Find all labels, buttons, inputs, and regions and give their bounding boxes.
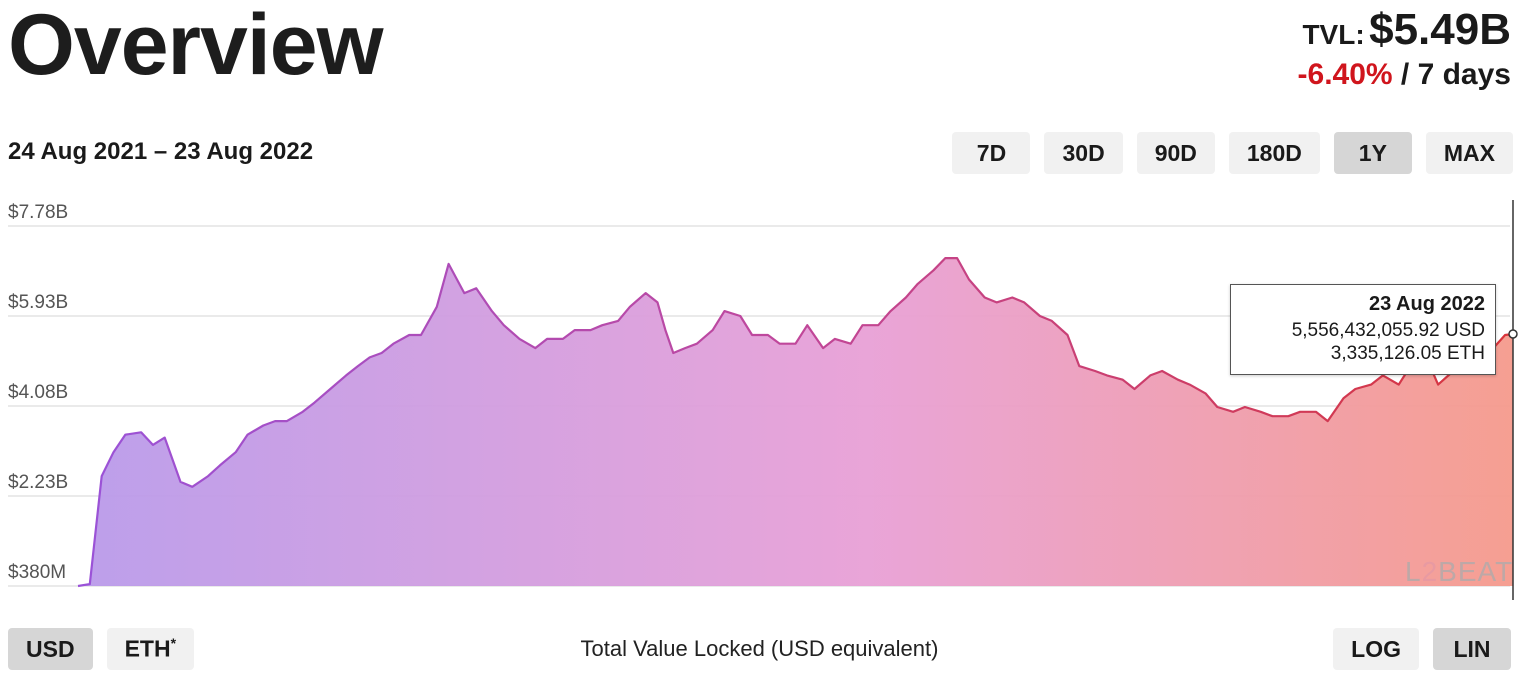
- y-tick-label: $2.23B: [8, 472, 68, 493]
- tvl-label: TVL:: [1302, 19, 1365, 50]
- currency-toggle: USD ETH*: [8, 628, 195, 670]
- time-range-selector: 7D 30D 90D 180D 1Y MAX: [952, 132, 1513, 174]
- y-tick-label: $380M: [8, 562, 66, 583]
- eth-footnote-marker: *: [170, 635, 177, 652]
- range-button-180d[interactable]: 180D: [1228, 132, 1320, 174]
- tvl-chart[interactable]: $380M $2.23B $4.08B $5.93B $7.78B: [0, 190, 1519, 610]
- y-tick-label: $7.78B: [8, 202, 68, 223]
- range-button-7d[interactable]: 7D: [952, 132, 1031, 174]
- tvl-change-period: / 7 days: [1400, 58, 1511, 91]
- currency-eth-button[interactable]: ETH*: [106, 628, 195, 670]
- range-button-1y[interactable]: 1Y: [1333, 132, 1412, 174]
- date-range-label: 24 Aug 2021 – 23 Aug 2022: [8, 138, 314, 165]
- l2beat-logo: L2BEAT: [1405, 556, 1514, 587]
- range-button-30d[interactable]: 30D: [1044, 132, 1123, 174]
- y-tick-label: $4.08B: [8, 382, 68, 403]
- range-button-max[interactable]: MAX: [1425, 132, 1513, 174]
- tvl-change-value: -6.40%: [1297, 58, 1393, 91]
- scale-toggle: LOG LIN: [1333, 628, 1511, 670]
- page-title: Overview: [8, 0, 383, 93]
- chart-tooltip: 23 Aug 2022 5,556,432,055.92 USD 3,335,1…: [1230, 284, 1496, 375]
- scale-log-button[interactable]: LOG: [1333, 628, 1419, 670]
- range-button-90d[interactable]: 90D: [1136, 132, 1215, 174]
- currency-usd-button[interactable]: USD: [8, 628, 93, 670]
- tvl-value: $5.49B: [1369, 5, 1511, 54]
- tooltip-date: 23 Aug 2022: [1369, 293, 1485, 315]
- tooltip-eth-value: 3,335,126.05 ETH: [1330, 342, 1485, 364]
- tooltip-usd-value: 5,556,432,055.92 USD: [1291, 320, 1485, 341]
- chart-caption: Total Value Locked (USD equivalent): [580, 636, 939, 661]
- hover-point: [1508, 329, 1518, 339]
- tvl-summary: TVL: $5.49B -6.40% / 7 days: [1298, 8, 1511, 92]
- y-tick-label: $5.93B: [8, 292, 68, 313]
- tvl-series-line: [77, 257, 1514, 588]
- tvl-area-fill: [78, 258, 1513, 586]
- scale-lin-button[interactable]: LIN: [1433, 628, 1511, 670]
